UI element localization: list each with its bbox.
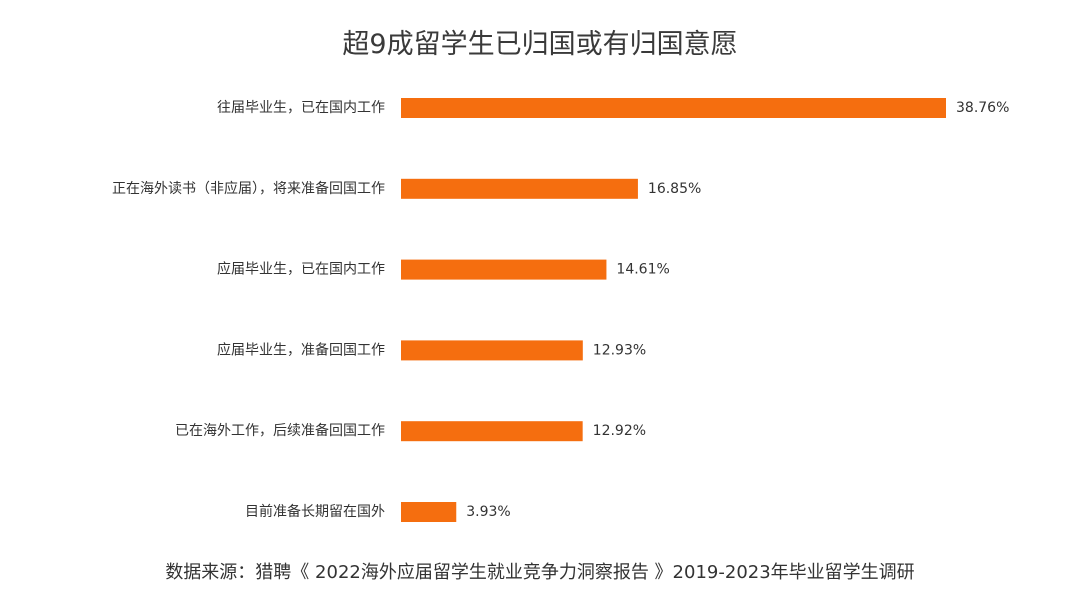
chart-title: 超9成留学生已归国或有归国意愿 bbox=[342, 29, 738, 60]
bar bbox=[401, 98, 946, 118]
category-label: 往届毕业生，已在国内工作 bbox=[217, 100, 385, 116]
bar-group: 正在海外读书（非应届），将来准备回国工作 16.85% bbox=[112, 178, 701, 199]
bar bbox=[401, 421, 583, 442]
value-label: 12.93% bbox=[593, 342, 646, 358]
bar-group: 目前准备长期留在国外 3.93% bbox=[245, 502, 511, 522]
bar-group: 应届毕业生，已在国内工作 14.61% bbox=[217, 259, 670, 280]
bar bbox=[401, 502, 457, 522]
data-source-note: 数据来源：猎聘《 2022海外应届留学生就业竞争力洞察报告 》2019-2023… bbox=[165, 562, 915, 583]
bar-group: 往届毕业生，已在国内工作 38.76% bbox=[217, 98, 1009, 118]
bar-group: 应届毕业生，准备回国工作 12.93% bbox=[217, 340, 646, 361]
category-label: 应届毕业生，已在国内工作 bbox=[217, 261, 385, 278]
category-label: 应届毕业生，准备回国工作 bbox=[217, 341, 385, 358]
value-label: 16.85% bbox=[648, 181, 701, 197]
category-label: 正在海外读书（非应届），将来准备回国工作 bbox=[112, 180, 385, 197]
category-label: 已在海外工作，后续准备回国工作 bbox=[175, 422, 385, 439]
bar bbox=[401, 259, 607, 280]
value-label: 38.76% bbox=[956, 100, 1009, 116]
value-label: 14.61% bbox=[616, 262, 669, 278]
bar bbox=[401, 178, 638, 199]
value-label: 3.93% bbox=[466, 504, 510, 520]
value-label: 12.92% bbox=[593, 423, 646, 439]
category-label: 目前准备长期留在国外 bbox=[245, 503, 385, 520]
bar-group: 已在海外工作，后续准备回国工作 12.92% bbox=[175, 421, 646, 442]
bar bbox=[401, 340, 583, 361]
